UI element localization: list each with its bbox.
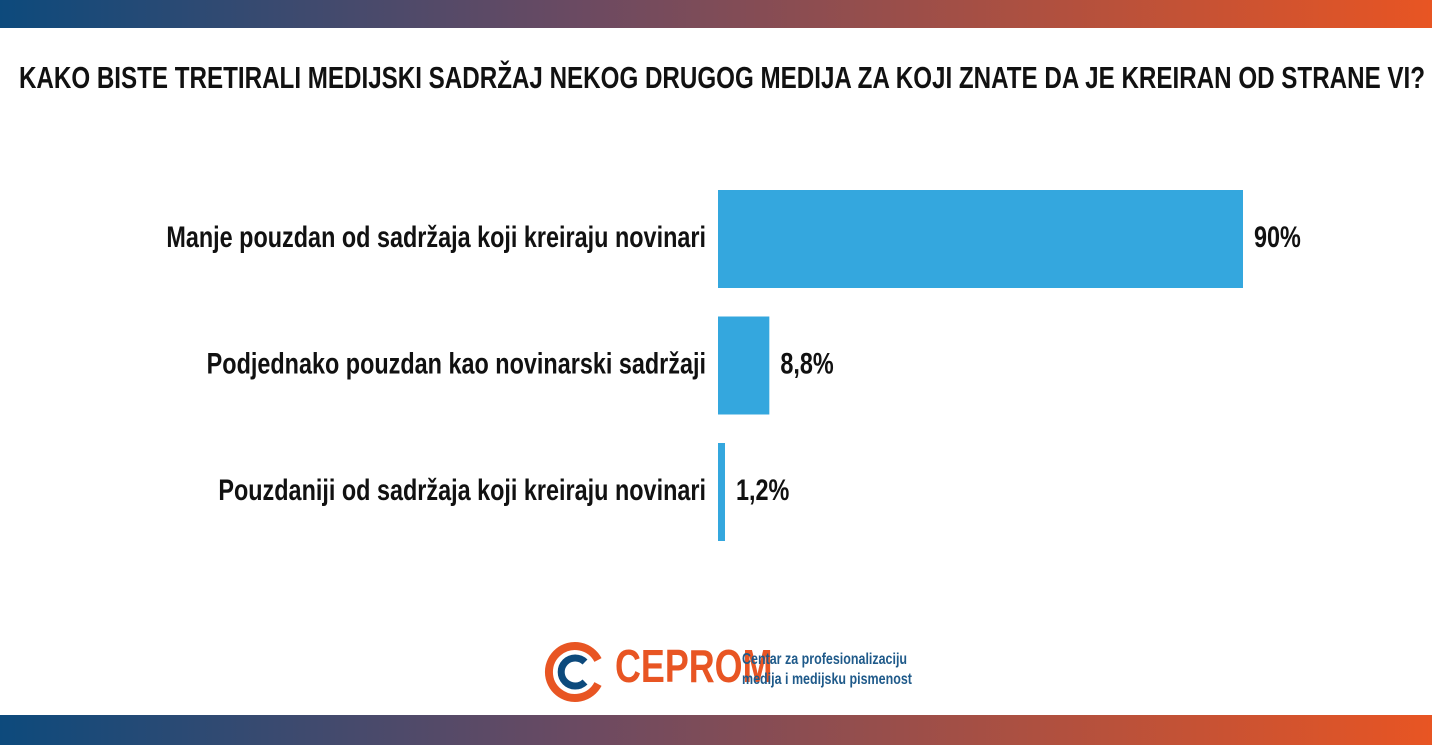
chart-title: KAKO BISTE TRETIRALI MEDIJSKI SADRŽAJ NE…	[19, 59, 1425, 95]
bar	[718, 443, 725, 541]
value-label: 90%	[1254, 221, 1301, 254]
logo-tagline: medija i medijsku pismenost	[742, 671, 912, 688]
bottom-band	[0, 715, 1432, 745]
value-label: 1,2%	[736, 474, 789, 507]
logo-name: CEPROM	[615, 640, 772, 692]
logo-icon	[545, 642, 602, 702]
category-label: Podjednako pouzdan kao novinarski sadrža…	[207, 347, 706, 380]
category-label: Manje pouzdan od sadržaja koji kreiraju …	[166, 221, 706, 254]
category-label: Pouzdaniji od sadržaja koji kreiraju nov…	[218, 474, 706, 507]
top-band	[0, 0, 1432, 28]
bar	[718, 316, 770, 415]
logo-tagline: Centar za profesionalizaciju	[742, 651, 907, 668]
value-label: 8,8%	[780, 347, 833, 380]
bar	[718, 190, 1243, 288]
